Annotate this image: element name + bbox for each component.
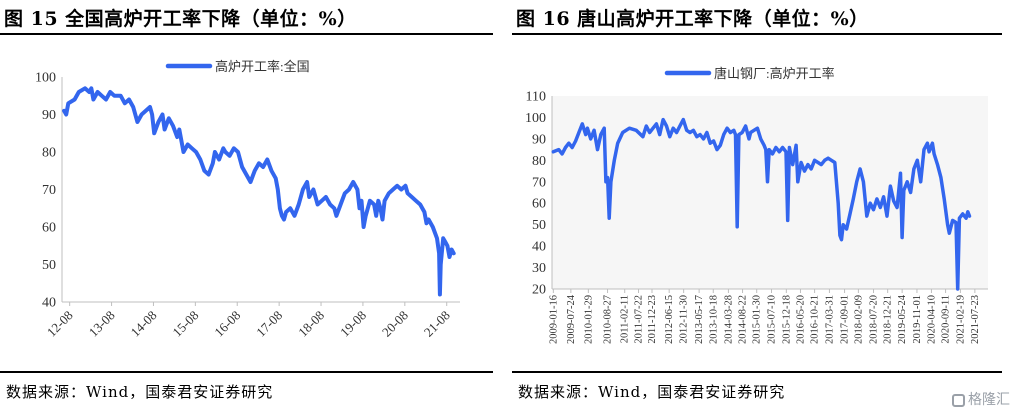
y-tick-label: 110 <box>526 90 546 105</box>
y-tick-label: 90 <box>532 132 546 147</box>
x-tick-label: 2011-12-23 <box>647 295 658 344</box>
legend-label: 高炉开工率:全国 <box>215 59 310 74</box>
x-tick-label: 2018-02-09 <box>853 295 864 344</box>
series-line <box>551 117 972 291</box>
x-tick-label: 14-08 <box>128 308 160 340</box>
x-tick-label: 19-08 <box>337 308 369 340</box>
y-tick-label: 70 <box>42 183 56 198</box>
x-tick-label: 20-08 <box>379 308 411 340</box>
x-tick-label: 2015-07-10 <box>767 295 778 344</box>
x-tick-label: 2020-09-11 <box>941 295 952 344</box>
y-tick-label: 40 <box>532 240 546 255</box>
x-tick-label: 2013-10-18 <box>708 295 719 344</box>
x-tick-label: 2009-01-16 <box>548 295 559 344</box>
x-tick-label: 18-08 <box>295 308 327 340</box>
x-tick-label: 2021-02-19 <box>955 295 966 344</box>
x-tick-label: 2011-07-22 <box>634 295 645 344</box>
x-tick-label: 2018-12-21 <box>883 295 894 344</box>
x-tick-label: 2015-01-30 <box>752 295 763 344</box>
x-tick-label: 2018-07-20 <box>869 295 880 344</box>
x-tick-label: 2012-06-15 <box>664 295 675 344</box>
x-tick-label: 17-08 <box>253 308 285 340</box>
y-tick-label: 80 <box>42 146 56 161</box>
x-tick-label: 2016-05-20 <box>795 295 806 344</box>
x-tick-label: 2016-10-21 <box>810 295 821 344</box>
figure-16-bottom-rule <box>512 371 1002 373</box>
y-tick-label: 100 <box>525 111 546 126</box>
x-tick-label: 2010-01-29 <box>583 295 594 344</box>
x-tick-label: 16-08 <box>211 308 243 340</box>
x-tick-label: 2015-12-18 <box>781 295 792 344</box>
x-tick-label: 2014-08-22 <box>738 295 749 344</box>
x-tick-label: 2010-08-27 <box>603 295 614 344</box>
y-tick-label: 100 <box>35 71 56 86</box>
x-tick-label: 13-08 <box>86 308 118 340</box>
figure-16-title: 图 16 唐山高炉开工率下降（单位：%） <box>516 8 869 30</box>
x-tick-label: 2009-07-24 <box>566 294 577 344</box>
x-tick-label: 2020-04-10 <box>926 295 937 344</box>
y-tick-label: 60 <box>42 221 56 236</box>
legend: 唐山钢厂:高炉开工率 <box>664 66 835 81</box>
legend-label: 唐山钢厂:高炉开工率 <box>714 66 835 81</box>
x-tick-label: 2019-11-01 <box>912 295 923 344</box>
watermark: 格隆汇 <box>952 389 1010 409</box>
y-tick-label: 60 <box>532 197 546 212</box>
y-tick-label: 50 <box>42 258 56 273</box>
figure-15-title: 图 15 全国高炉开工率下降（单位：%） <box>4 8 357 30</box>
x-tick-label: 15-08 <box>169 308 201 340</box>
y-tick-label: 90 <box>42 108 56 123</box>
x-tick-label: 2014-03-28 <box>723 295 734 344</box>
x-tick-label: 21-08 <box>421 308 453 340</box>
figure-15-chart: 40 50 60 70 80 90 100 12-08 13-08 14-08 15-08 16-08… <box>35 59 460 340</box>
y-tick-label: 30 <box>532 261 546 276</box>
y-tick-label: 20 <box>532 283 546 298</box>
watermark-text: 格隆汇 <box>968 392 1010 408</box>
x-tick-label: 12-08 <box>44 308 76 340</box>
plot-area <box>552 96 988 289</box>
x-tick-label: 2021-07-23 <box>970 295 981 344</box>
series-line <box>62 86 456 297</box>
legend: 高炉开工率:全国 <box>165 59 310 74</box>
x-tick-label: 2017-09-01 <box>840 295 851 344</box>
figure-16-top-rule <box>512 33 1002 35</box>
y-tick-label: 80 <box>532 154 546 169</box>
figure-15-source: 数据来源：Wind，国泰君安证券研究 <box>6 383 274 401</box>
y-tick-label: 70 <box>532 175 546 190</box>
figure-15-bottom-rule <box>0 371 493 373</box>
x-tick-label: 2017-03-31 <box>824 295 835 344</box>
y-tick-label: 50 <box>532 218 546 233</box>
y-tick-label: 40 <box>42 296 56 311</box>
x-tick-label: 2013-05-17 <box>694 295 705 344</box>
watermark-logo-icon <box>952 394 965 407</box>
figure-15-top-rule <box>0 33 493 35</box>
x-tick-label: 2011-02-11 <box>620 295 631 343</box>
figure-16-source: 数据来源：Wind，国泰君安证券研究 <box>518 383 786 401</box>
x-tick-label: 2012-11-30 <box>679 295 690 344</box>
x-tick-label: 2019-05-24 <box>897 294 908 344</box>
figure-16-chart: 20 30 40 50 60 70 80 90 100 110 2009-01-16 2009-07-… <box>525 66 988 344</box>
